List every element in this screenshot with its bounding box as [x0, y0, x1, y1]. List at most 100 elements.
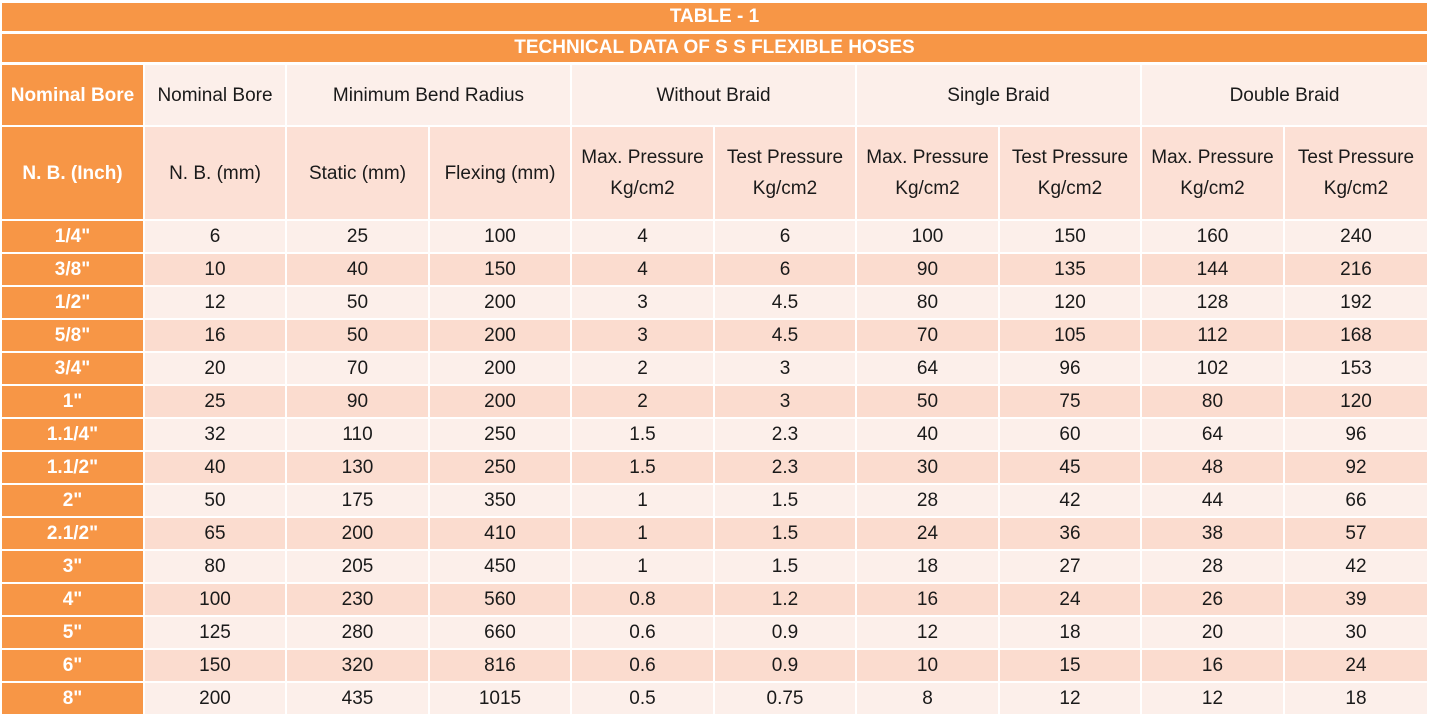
table-row: 3" 80 205 450 1 1.5 18 27 28 42 — [2, 551, 1427, 584]
cell-sb-max-pressure: 8 — [857, 683, 1000, 716]
cell-nb-inch: 1.1/2" — [2, 452, 145, 485]
table-row: 1" 25 90 200 2 3 50 75 80 120 — [2, 386, 1427, 419]
cell-db-test-pressure: 57 — [1285, 518, 1427, 551]
cell-nb-inch: 1/4" — [2, 221, 145, 254]
cell-wb-max-pressure: 0.5 — [572, 683, 715, 716]
table-row: 1/4" 6 25 100 4 6 100 150 160 240 — [2, 221, 1427, 254]
cell-nb-mm: 6 — [145, 221, 287, 254]
cell-sb-max-pressure: 16 — [857, 584, 1000, 617]
cell-nb-inch: 5" — [2, 617, 145, 650]
cell-wb-test-pressure: 2.3 — [715, 452, 857, 485]
cell-wb-test-pressure: 3 — [715, 386, 857, 419]
cell-nb-inch: 2" — [2, 485, 145, 518]
cell-static-mm: 130 — [287, 452, 430, 485]
header-nominal-bore-inch: Nominal Bore — [2, 65, 145, 127]
cell-static-mm: 230 — [287, 584, 430, 617]
cell-db-test-pressure: 96 — [1285, 419, 1427, 452]
table-title-banner: TECHNICAL DATA OF S S FLEXIBLE HOSES — [2, 34, 1427, 65]
cell-nb-mm: 12 — [145, 287, 287, 320]
table-row: 6" 150 320 816 0.6 0.9 10 15 16 24 — [2, 650, 1427, 683]
cell-sb-max-pressure: 64 — [857, 353, 1000, 386]
cell-flexing-mm: 560 — [430, 584, 572, 617]
cell-wb-test-pressure: 4.5 — [715, 320, 857, 353]
cell-sb-test-pressure: 12 — [1000, 683, 1142, 716]
cell-sb-test-pressure: 42 — [1000, 485, 1142, 518]
cell-db-test-pressure: 168 — [1285, 320, 1427, 353]
cell-wb-max-pressure: 2 — [572, 386, 715, 419]
header-single-braid: Single Braid — [857, 65, 1142, 127]
cell-nb-mm: 150 — [145, 650, 287, 683]
cell-wb-max-pressure: 1 — [572, 551, 715, 584]
cell-nb-inch: 2.1/2" — [2, 518, 145, 551]
cell-wb-max-pressure: 0.8 — [572, 584, 715, 617]
cell-wb-test-pressure: 4.5 — [715, 287, 857, 320]
subheader-without-braid-test-pressure: Test Pressure Kg/cm2 — [715, 127, 857, 221]
cell-flexing-mm: 450 — [430, 551, 572, 584]
cell-sb-test-pressure: 75 — [1000, 386, 1142, 419]
cell-db-max-pressure: 28 — [1142, 551, 1285, 584]
cell-wb-max-pressure: 3 — [572, 287, 715, 320]
cell-db-test-pressure: 92 — [1285, 452, 1427, 485]
cell-static-mm: 110 — [287, 419, 430, 452]
cell-db-max-pressure: 26 — [1142, 584, 1285, 617]
cell-static-mm: 200 — [287, 518, 430, 551]
cell-sb-max-pressure: 40 — [857, 419, 1000, 452]
cell-db-test-pressure: 24 — [1285, 650, 1427, 683]
header-without-braid: Without Braid — [572, 65, 857, 127]
cell-sb-max-pressure: 50 — [857, 386, 1000, 419]
table-row: 1.1/4" 32 110 250 1.5 2.3 40 60 64 96 — [2, 419, 1427, 452]
cell-sb-max-pressure: 10 — [857, 650, 1000, 683]
cell-sb-test-pressure: 60 — [1000, 419, 1142, 452]
cell-wb-test-pressure: 1.2 — [715, 584, 857, 617]
cell-sb-max-pressure: 18 — [857, 551, 1000, 584]
cell-wb-test-pressure: 6 — [715, 254, 857, 287]
cell-wb-test-pressure: 2.3 — [715, 419, 857, 452]
cell-wb-test-pressure: 1.5 — [715, 518, 857, 551]
cell-nb-inch: 8" — [2, 683, 145, 716]
cell-db-test-pressure: 120 — [1285, 386, 1427, 419]
cell-static-mm: 40 — [287, 254, 430, 287]
cell-db-max-pressure: 48 — [1142, 452, 1285, 485]
table-row: 1/2" 12 50 200 3 4.5 80 120 128 192 — [2, 287, 1427, 320]
cell-static-mm: 25 — [287, 221, 430, 254]
cell-nb-inch: 5/8" — [2, 320, 145, 353]
cell-flexing-mm: 350 — [430, 485, 572, 518]
cell-static-mm: 50 — [287, 287, 430, 320]
cell-flexing-mm: 150 — [430, 254, 572, 287]
table-row: 1.1/2" 40 130 250 1.5 2.3 30 45 48 92 — [2, 452, 1427, 485]
cell-static-mm: 435 — [287, 683, 430, 716]
cell-nb-inch: 4" — [2, 584, 145, 617]
cell-static-mm: 70 — [287, 353, 430, 386]
cell-sb-test-pressure: 27 — [1000, 551, 1142, 584]
header-nominal-bore-mm: Nominal Bore — [145, 65, 287, 127]
subheader-single-braid-max-pressure: Max. Pressure Kg/cm2 — [857, 127, 1000, 221]
cell-db-max-pressure: 64 — [1142, 419, 1285, 452]
cell-sb-test-pressure: 36 — [1000, 518, 1142, 551]
cell-wb-max-pressure: 1 — [572, 518, 715, 551]
cell-nb-inch: 1" — [2, 386, 145, 419]
cell-nb-inch: 3/4" — [2, 353, 145, 386]
cell-db-max-pressure: 160 — [1142, 221, 1285, 254]
technical-data-table-container: TABLE - 1 TECHNICAL DATA OF S S FLEXIBLE… — [2, 3, 1427, 716]
cell-flexing-mm: 200 — [430, 386, 572, 419]
cell-wb-test-pressure: 6 — [715, 221, 857, 254]
cell-wb-test-pressure: 0.9 — [715, 617, 857, 650]
table-row: 8" 200 435 1015 0.5 0.75 8 12 12 18 — [2, 683, 1427, 716]
cell-sb-test-pressure: 45 — [1000, 452, 1142, 485]
cell-nb-mm: 50 — [145, 485, 287, 518]
cell-nb-mm: 10 — [145, 254, 287, 287]
cell-db-test-pressure: 216 — [1285, 254, 1427, 287]
cell-wb-test-pressure: 0.75 — [715, 683, 857, 716]
cell-db-max-pressure: 16 — [1142, 650, 1285, 683]
cell-db-test-pressure: 153 — [1285, 353, 1427, 386]
cell-static-mm: 205 — [287, 551, 430, 584]
cell-db-test-pressure: 30 — [1285, 617, 1427, 650]
cell-wb-max-pressure: 1.5 — [572, 452, 715, 485]
cell-flexing-mm: 1015 — [430, 683, 572, 716]
cell-sb-test-pressure: 24 — [1000, 584, 1142, 617]
technical-data-table: TABLE - 1 TECHNICAL DATA OF S S FLEXIBLE… — [2, 3, 1427, 716]
table-row: 5" 125 280 660 0.6 0.9 12 18 20 30 — [2, 617, 1427, 650]
cell-sb-max-pressure: 100 — [857, 221, 1000, 254]
cell-sb-max-pressure: 30 — [857, 452, 1000, 485]
cell-sb-test-pressure: 15 — [1000, 650, 1142, 683]
